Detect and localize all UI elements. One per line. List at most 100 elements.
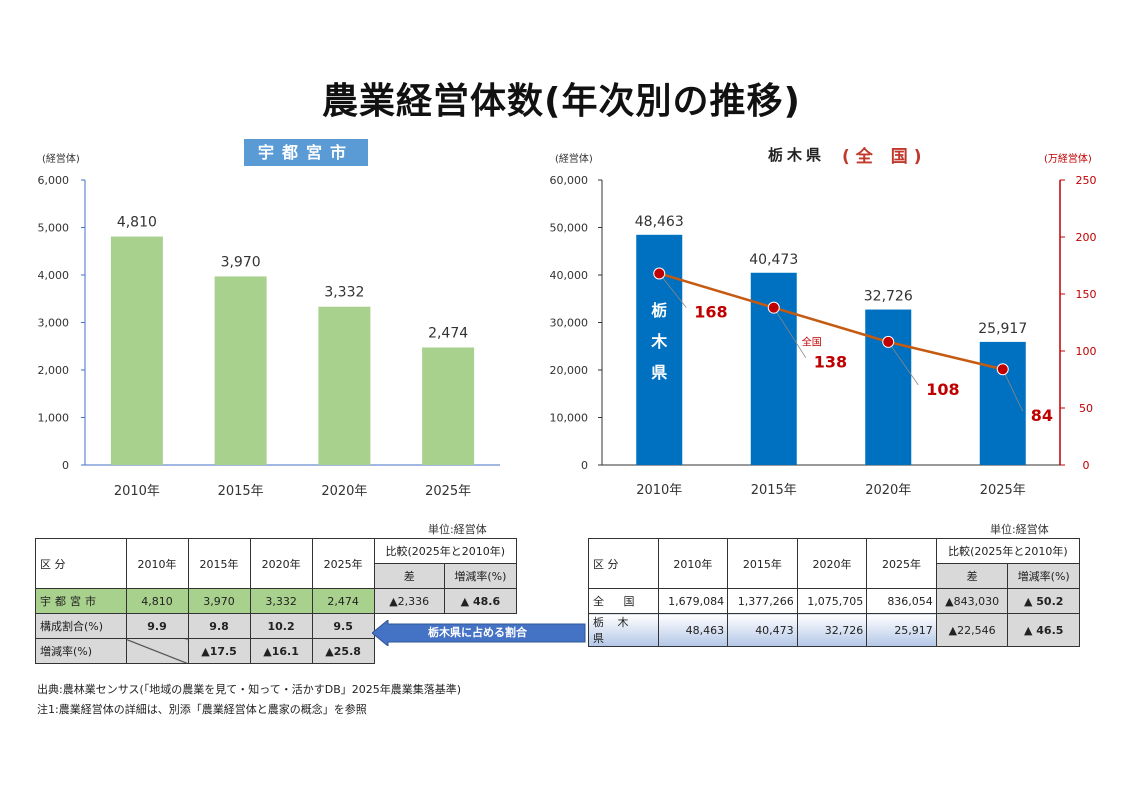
table-cell: 4,810 bbox=[125, 588, 189, 614]
table-header-diff: 差 bbox=[935, 563, 1009, 589]
y-tick-label: 1,000 bbox=[38, 412, 70, 425]
table-cell: 32,726 bbox=[796, 613, 868, 647]
table-cell-rate: ▲ 46.5 bbox=[1007, 613, 1080, 647]
table-header-diff: 差 bbox=[373, 563, 445, 589]
bar bbox=[110, 236, 163, 465]
y-tick-label: 20,000 bbox=[550, 364, 589, 377]
bar bbox=[422, 347, 475, 465]
line-value-label: 108 bbox=[926, 380, 959, 399]
table-cell-empty bbox=[125, 638, 189, 664]
bar-value-label: 4,810 bbox=[117, 215, 157, 231]
table-header-year: 2010年 bbox=[657, 538, 729, 589]
y2-tick-label: 150 bbox=[1076, 288, 1097, 301]
left-table-unit: 単位:経営体 bbox=[428, 523, 487, 536]
line-series-annotation: 全国 bbox=[802, 336, 822, 349]
table-header-kubun: 区 分 bbox=[588, 538, 659, 589]
table-header-year: 2015年 bbox=[187, 538, 251, 589]
x-tick-label: 2015年 bbox=[751, 483, 797, 498]
line-point bbox=[767, 301, 780, 314]
table-cell: 1,075,705 bbox=[796, 588, 868, 614]
line-point bbox=[882, 335, 895, 348]
table-cell: ▲17.5 bbox=[187, 638, 251, 664]
bar bbox=[214, 276, 267, 465]
y-tick-label: 10,000 bbox=[550, 412, 589, 425]
line-value-label: 138 bbox=[814, 353, 847, 372]
y-tick-label: 6,000 bbox=[38, 174, 70, 187]
y-tick-label: 4,000 bbox=[38, 269, 70, 282]
y-tick-label: 50,000 bbox=[550, 222, 589, 235]
x-tick-label: 2020年 bbox=[321, 484, 367, 499]
table-cell: 10.2 bbox=[249, 613, 313, 639]
right-chart-unit-left: (経営体) bbox=[555, 154, 593, 165]
table-cell: 2,474 bbox=[311, 588, 375, 614]
bar-inner-label: 栃 bbox=[651, 301, 667, 320]
left-table: 区 分 2010年 2015年 2020年 2025年 比較(2025年と201… bbox=[35, 538, 518, 664]
table-header-year: 2010年 bbox=[125, 538, 189, 589]
table-cell-rate: ▲ 50.2 bbox=[1007, 588, 1080, 614]
table-cell-label: 栃 木 県 bbox=[588, 613, 659, 647]
table-row: 宇都宮市 4,810 3,970 3,332 2,474 ▲2,336 ▲ 48… bbox=[35, 588, 518, 614]
left-chart-unit: (経営体) bbox=[42, 154, 80, 165]
bar bbox=[318, 306, 371, 465]
y-tick-label: 3,000 bbox=[38, 317, 70, 330]
y-tick-label: 5,000 bbox=[38, 222, 70, 235]
y-tick-label: 30,000 bbox=[550, 317, 589, 330]
table-row: 構成割合(%) 9.9 9.8 10.2 9.5 bbox=[35, 613, 517, 639]
x-tick-label: 2010年 bbox=[636, 483, 682, 498]
y-tick-label: 40,000 bbox=[550, 269, 589, 282]
leader-line bbox=[887, 341, 919, 386]
bar-value-label: 2,474 bbox=[428, 325, 468, 341]
x-tick-label: 2015年 bbox=[218, 484, 264, 499]
table-cell: 25,917 bbox=[866, 613, 937, 647]
table-cell-label: 全 国 bbox=[588, 588, 659, 614]
table-cell-label: 構成割合(%) bbox=[35, 613, 127, 639]
arrow-label: 栃木県に占める割合 bbox=[428, 626, 527, 639]
line-value-label: 168 bbox=[694, 302, 727, 321]
table-header-rate: 増減率(%) bbox=[1007, 563, 1080, 589]
line-point bbox=[996, 363, 1009, 376]
table-row: 栃 木 県 48,463 40,473 32,726 25,917 ▲22,54… bbox=[588, 613, 1080, 647]
y2-tick-label: 200 bbox=[1076, 231, 1097, 244]
x-tick-label: 2020年 bbox=[865, 483, 911, 498]
bar-value-label: 25,917 bbox=[978, 321, 1027, 337]
right-combo-chart: 0 10,000 20,000 30,000 40,000 50,000 60,000 0 50… bbox=[550, 174, 1097, 498]
table-cell: 9.9 bbox=[125, 613, 189, 639]
table-cell: ▲25.8 bbox=[311, 638, 375, 664]
y-tick-label: 2,000 bbox=[38, 364, 70, 377]
right-table: 区 分 2010年 2015年 2020年 2025年 比較(2025年と201… bbox=[588, 538, 1081, 647]
bar-inner-label: 県 bbox=[651, 363, 667, 382]
table-header-rate: 増減率(%) bbox=[443, 563, 518, 589]
table-cell-diff: ▲2,336 bbox=[373, 588, 445, 614]
table-row: 差 増減率(%) bbox=[36, 563, 518, 589]
arrow-left-icon bbox=[372, 620, 586, 646]
x-tick-label: 2025年 bbox=[425, 484, 471, 499]
table-header-kubun: 区 分 bbox=[35, 538, 127, 589]
leader-line bbox=[658, 273, 687, 308]
table-cell-diff: ▲22,546 bbox=[935, 613, 1009, 647]
bar bbox=[979, 341, 1026, 465]
right-table-unit: 単位:経営体 bbox=[990, 523, 1049, 536]
table-header-year: 2020年 bbox=[249, 538, 313, 589]
national-series-line bbox=[658, 272, 1004, 371]
y-tick-label: 60,000 bbox=[550, 174, 589, 187]
table-cell: 1,377,266 bbox=[727, 588, 798, 614]
left-chart-heading: 宇都宮市 bbox=[244, 139, 368, 166]
table-header-compare: 比較(2025年と2010年) bbox=[373, 538, 518, 564]
leader-line bbox=[773, 307, 807, 358]
x-tick-label: 2010年 bbox=[114, 484, 160, 499]
line-value-label: 84 bbox=[1031, 406, 1053, 425]
page-title: 農業経営体数(年次別の推移) bbox=[322, 81, 801, 122]
y-tick-label: 0 bbox=[62, 459, 69, 472]
table-row: 差 増減率(%) bbox=[589, 563, 1080, 589]
line-point bbox=[653, 267, 666, 280]
bar-value-label: 32,726 bbox=[864, 289, 913, 305]
table-cell: ▲16.1 bbox=[249, 638, 313, 664]
table-cell: 9.5 bbox=[311, 613, 375, 639]
table-header-year: 2025年 bbox=[866, 538, 937, 589]
table-cell: 1,679,084 bbox=[657, 588, 729, 614]
leader-line bbox=[1002, 369, 1024, 412]
right-chart-unit-right: (万経営体) bbox=[1044, 154, 1092, 165]
table-row: 増減率(%) ▲17.5 ▲16.1 ▲25.8 bbox=[35, 638, 517, 664]
table-row: 区 分 2010年 2015年 2020年 2025年 比較(2025年と201… bbox=[588, 538, 1081, 589]
right-chart-heading-national: (全 国) bbox=[842, 147, 928, 167]
